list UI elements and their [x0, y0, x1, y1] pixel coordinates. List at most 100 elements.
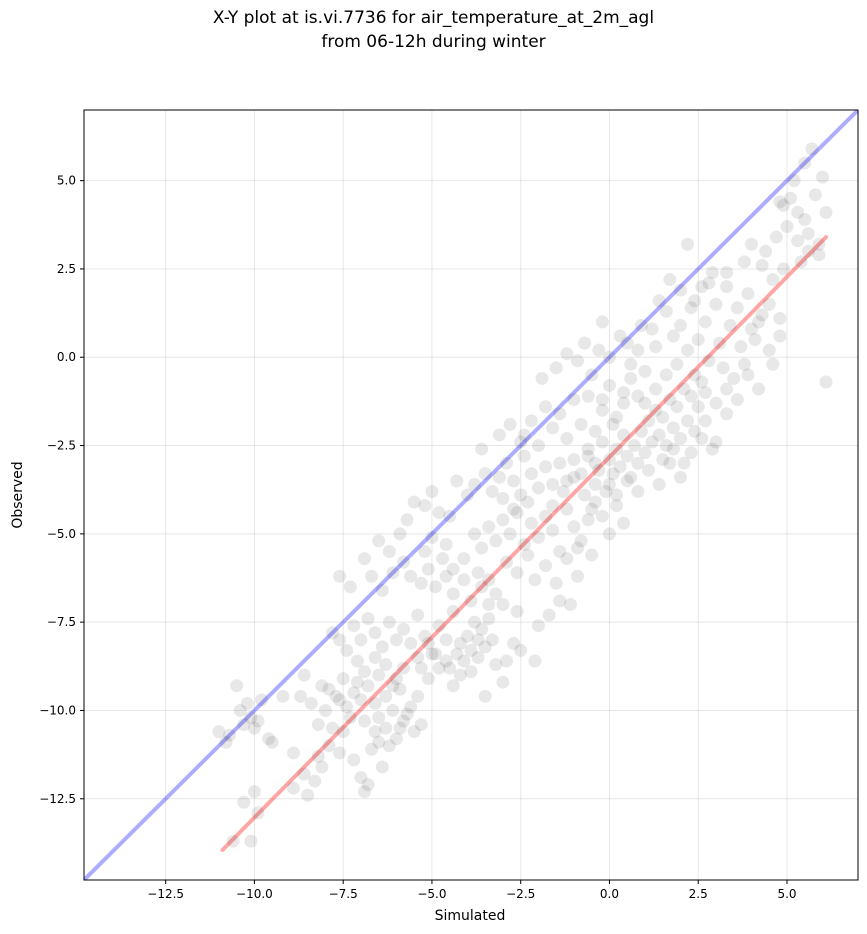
data-point	[727, 371, 741, 385]
y-tick-label: 5.0	[57, 174, 76, 188]
data-point	[560, 502, 574, 516]
data-point	[397, 714, 411, 728]
data-point	[773, 329, 787, 343]
data-point	[673, 431, 687, 445]
data-point	[471, 650, 485, 664]
data-point	[354, 633, 368, 647]
data-point	[428, 647, 442, 661]
data-point	[251, 714, 265, 728]
data-point	[766, 273, 780, 287]
data-point	[237, 718, 251, 732]
data-point	[411, 650, 425, 664]
y-tick-label: 0.0	[57, 350, 76, 364]
data-point	[347, 686, 361, 700]
data-point	[492, 470, 506, 484]
data-point	[574, 417, 588, 431]
data-point	[482, 573, 496, 587]
data-point	[489, 534, 503, 548]
data-point	[372, 711, 386, 725]
data-point	[560, 474, 574, 488]
data-point	[343, 580, 357, 594]
data-point	[734, 340, 748, 354]
data-point	[368, 725, 382, 739]
data-point	[720, 265, 734, 279]
data-point	[418, 499, 432, 513]
data-point	[414, 718, 428, 732]
data-point	[741, 368, 755, 382]
data-point	[507, 474, 521, 488]
data-point	[230, 679, 244, 693]
data-point	[244, 711, 258, 725]
y-tick-label: −10.0	[39, 703, 76, 717]
data-point	[791, 234, 805, 248]
data-point	[606, 467, 620, 481]
data-point	[322, 739, 336, 753]
data-point	[478, 640, 492, 654]
data-point	[379, 658, 393, 672]
data-point	[801, 244, 815, 258]
data-point	[407, 495, 421, 509]
data-point	[695, 280, 709, 294]
data-point	[365, 569, 379, 583]
data-point	[496, 675, 510, 689]
data-point	[475, 622, 489, 636]
data-point	[446, 587, 460, 601]
data-point	[482, 612, 496, 626]
data-point	[432, 506, 446, 520]
data-point	[585, 368, 599, 382]
data-point	[365, 742, 379, 756]
data-point	[624, 470, 638, 484]
data-point	[414, 576, 428, 590]
data-point	[759, 244, 773, 258]
data-point	[602, 527, 616, 541]
data-point	[752, 382, 766, 396]
data-point	[453, 668, 467, 682]
data-point	[588, 456, 602, 470]
data-point	[567, 470, 581, 484]
data-point	[219, 735, 233, 749]
data-point	[695, 375, 709, 389]
data-point	[812, 248, 826, 262]
data-point	[720, 382, 734, 396]
data-point	[340, 700, 354, 714]
data-point	[379, 721, 393, 735]
y-tick-label: −2.5	[47, 439, 76, 453]
data-point	[347, 619, 361, 633]
data-point	[475, 541, 489, 555]
data-point	[634, 318, 648, 332]
data-point	[428, 580, 442, 594]
data-point	[546, 523, 560, 537]
data-point	[500, 456, 514, 470]
data-point	[439, 537, 453, 551]
data-point	[336, 672, 350, 686]
data-point	[475, 580, 489, 594]
data-point	[468, 477, 482, 491]
data-point	[500, 555, 514, 569]
data-point	[670, 400, 684, 414]
data-point	[297, 767, 311, 781]
data-points	[212, 142, 833, 848]
data-point	[255, 693, 269, 707]
data-point	[336, 725, 350, 739]
data-point	[602, 350, 616, 364]
data-point	[571, 354, 585, 368]
data-point	[432, 661, 446, 675]
data-point	[631, 456, 645, 470]
reference-lines	[84, 110, 858, 880]
data-point	[539, 400, 553, 414]
data-point	[610, 410, 624, 424]
data-point	[372, 668, 386, 682]
x-tick-label: −7.5	[329, 887, 358, 901]
data-point	[464, 594, 478, 608]
y-tick-label: −7.5	[47, 615, 76, 629]
data-point	[709, 435, 723, 449]
data-point	[610, 488, 624, 502]
data-point	[411, 608, 425, 622]
data-point	[776, 262, 790, 276]
data-point	[439, 569, 453, 583]
data-point	[482, 520, 496, 534]
data-point	[766, 357, 780, 371]
data-point	[698, 414, 712, 428]
data-point	[762, 297, 776, 311]
chart-title-line-1: X-Y plot at is.vi.7736 for air_temperatu…	[212, 8, 655, 28]
